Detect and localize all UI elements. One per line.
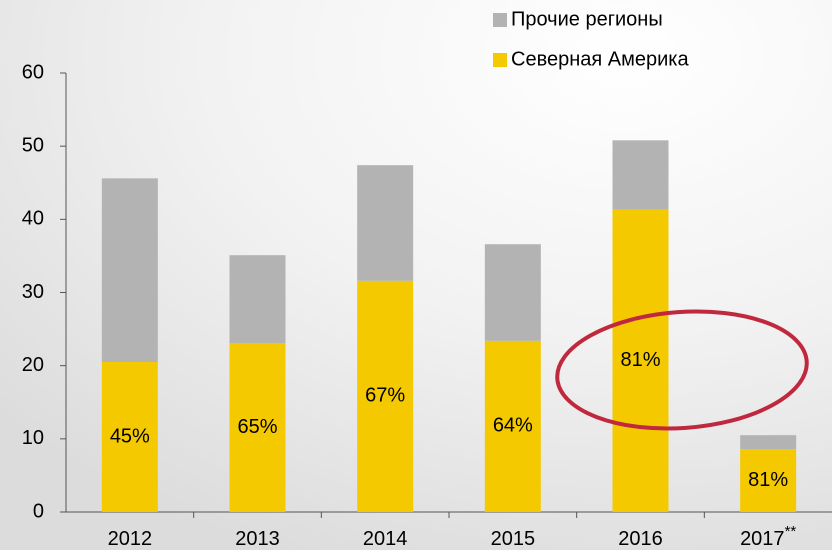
x-tick-text: 2016 <box>618 528 663 550</box>
share-label: 67% <box>365 385 405 407</box>
y-tick-label: 50 <box>22 134 44 156</box>
x-tick-text: 2017 <box>740 528 785 550</box>
x-tick-label: 2015 <box>491 528 536 550</box>
share-label: 81% <box>620 349 660 371</box>
x-tick-text: 2012 <box>108 528 153 550</box>
x-tick-label: 2012 <box>108 528 153 550</box>
x-tick-label: 2013 <box>235 528 280 550</box>
x-tick-text: 2015 <box>491 528 536 550</box>
bar-segment <box>612 140 669 210</box>
highlight-ellipse <box>555 309 809 431</box>
y-tick-label: 30 <box>22 281 44 303</box>
legend-label: Северная Америка <box>511 48 689 70</box>
x-tick-label: 2014 <box>363 528 408 550</box>
y-tick-label: 20 <box>22 354 44 376</box>
legend-label: Прочие регионы <box>511 8 663 30</box>
x-tick-label: 2017** <box>740 523 796 550</box>
y-tick-label: 60 <box>22 61 44 83</box>
bar-segment <box>101 362 158 512</box>
bar-segment <box>484 340 541 512</box>
bar-segment <box>101 178 158 363</box>
y-tick-label: 10 <box>22 427 44 449</box>
share-label: 81% <box>748 469 788 491</box>
y-tick-label: 0 <box>33 500 44 522</box>
bar-segment <box>357 165 414 281</box>
share-label: 64% <box>493 415 533 437</box>
x-tick-text: 2013 <box>235 528 280 550</box>
y-tick-label: 40 <box>22 208 44 230</box>
bar-segment <box>740 435 797 450</box>
bar-segment <box>229 255 286 343</box>
x-tick-label: 2016 <box>618 528 663 550</box>
share-label: 45% <box>110 425 150 447</box>
legend-swatch <box>493 13 507 27</box>
bar-segment <box>740 449 797 512</box>
bar-segment <box>357 280 414 512</box>
legend-swatch <box>493 53 507 67</box>
share-label: 65% <box>237 416 277 438</box>
x-tick-text: 2014 <box>363 528 408 550</box>
x-tick-footnote: ** <box>785 523 797 540</box>
bar-segment <box>229 342 286 512</box>
bar-segment <box>484 244 541 341</box>
bar-segment <box>612 209 669 513</box>
